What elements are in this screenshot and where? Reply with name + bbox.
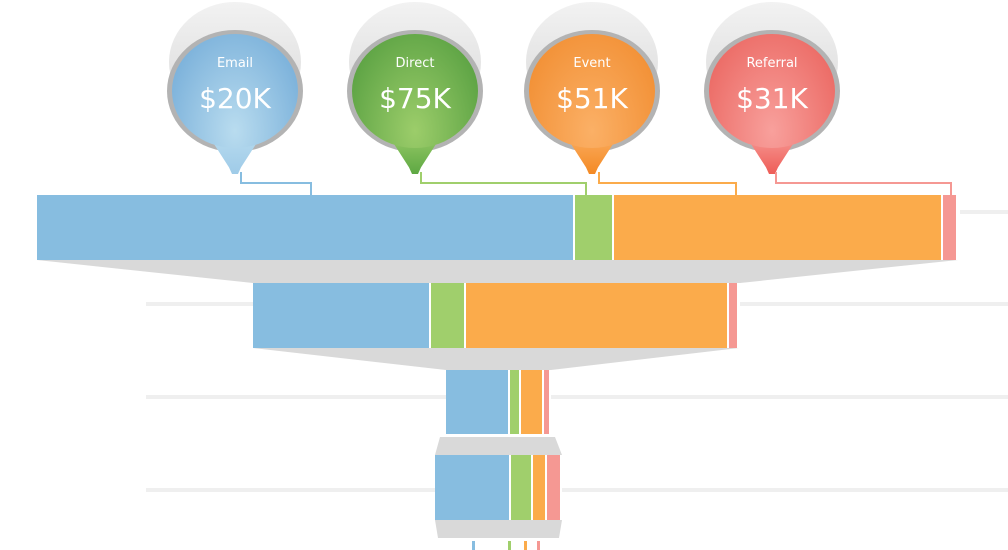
connector-direct [585, 182, 587, 195]
gridline [960, 210, 1008, 214]
funnel-stage-2-referral [728, 283, 737, 348]
connector-email [310, 182, 312, 195]
funnel-stage-1-direct [575, 195, 613, 260]
bubble-label: Direct [395, 56, 435, 71]
bubble-face [709, 34, 835, 148]
bubble-referral: Referral $31K [702, 2, 852, 192]
bubble-value: $20K [199, 82, 271, 115]
funnel-connector [37, 260, 958, 283]
connector-direct [420, 172, 587, 184]
funnel-stage-4-event [533, 455, 546, 520]
output-tick-event [524, 541, 527, 550]
connector-event [735, 182, 737, 195]
output-tick-direct [508, 541, 511, 550]
funnel-stage-1-referral [943, 195, 956, 260]
funnel-stage-4-direct [511, 455, 532, 520]
connector-email [240, 172, 312, 184]
connector-referral [775, 172, 952, 184]
connector-referral [950, 182, 952, 195]
connector-event [598, 172, 737, 184]
funnel-connector [435, 520, 562, 538]
funnel-stage-3-event [521, 370, 543, 434]
bubble-value: $31K [736, 82, 808, 115]
funnel-stage-2-email [253, 283, 429, 348]
gridline [146, 488, 435, 492]
gridline [146, 302, 253, 306]
gridline [551, 395, 1008, 399]
funnel-stage-2-event [466, 283, 727, 348]
gridline [562, 488, 1008, 492]
funnel-stage-4-email [435, 455, 510, 520]
gridline [740, 302, 1008, 306]
bubble-face [352, 34, 478, 148]
bubble-face [172, 34, 298, 148]
funnel-stage-4-referral [547, 455, 560, 520]
bubble-value: $75K [379, 82, 451, 115]
output-tick-referral [537, 541, 540, 550]
funnel-stage-3-email [446, 370, 509, 434]
funnel-stage-2-direct [430, 283, 465, 348]
funnel-connector [435, 437, 562, 455]
funnel-stage-1-event [614, 195, 942, 260]
bubble-label: Referral [746, 56, 798, 71]
bubble-value: $51K [556, 82, 628, 115]
funnel-stage-1-email [37, 195, 574, 260]
funnel-stage-3-referral [544, 370, 549, 434]
gridline [146, 395, 446, 399]
funnel-stage-3-direct [510, 370, 520, 434]
bubble-event: Event $51K [522, 2, 672, 192]
output-tick-email [472, 541, 475, 550]
bubble-email: Email $20K [165, 2, 315, 192]
funnel-connector [253, 348, 739, 370]
bubble-face [529, 34, 655, 148]
bubble-direct: Direct $75K [345, 2, 495, 192]
bubble-label: Email [216, 56, 254, 71]
bubble-label: Event [573, 56, 611, 71]
